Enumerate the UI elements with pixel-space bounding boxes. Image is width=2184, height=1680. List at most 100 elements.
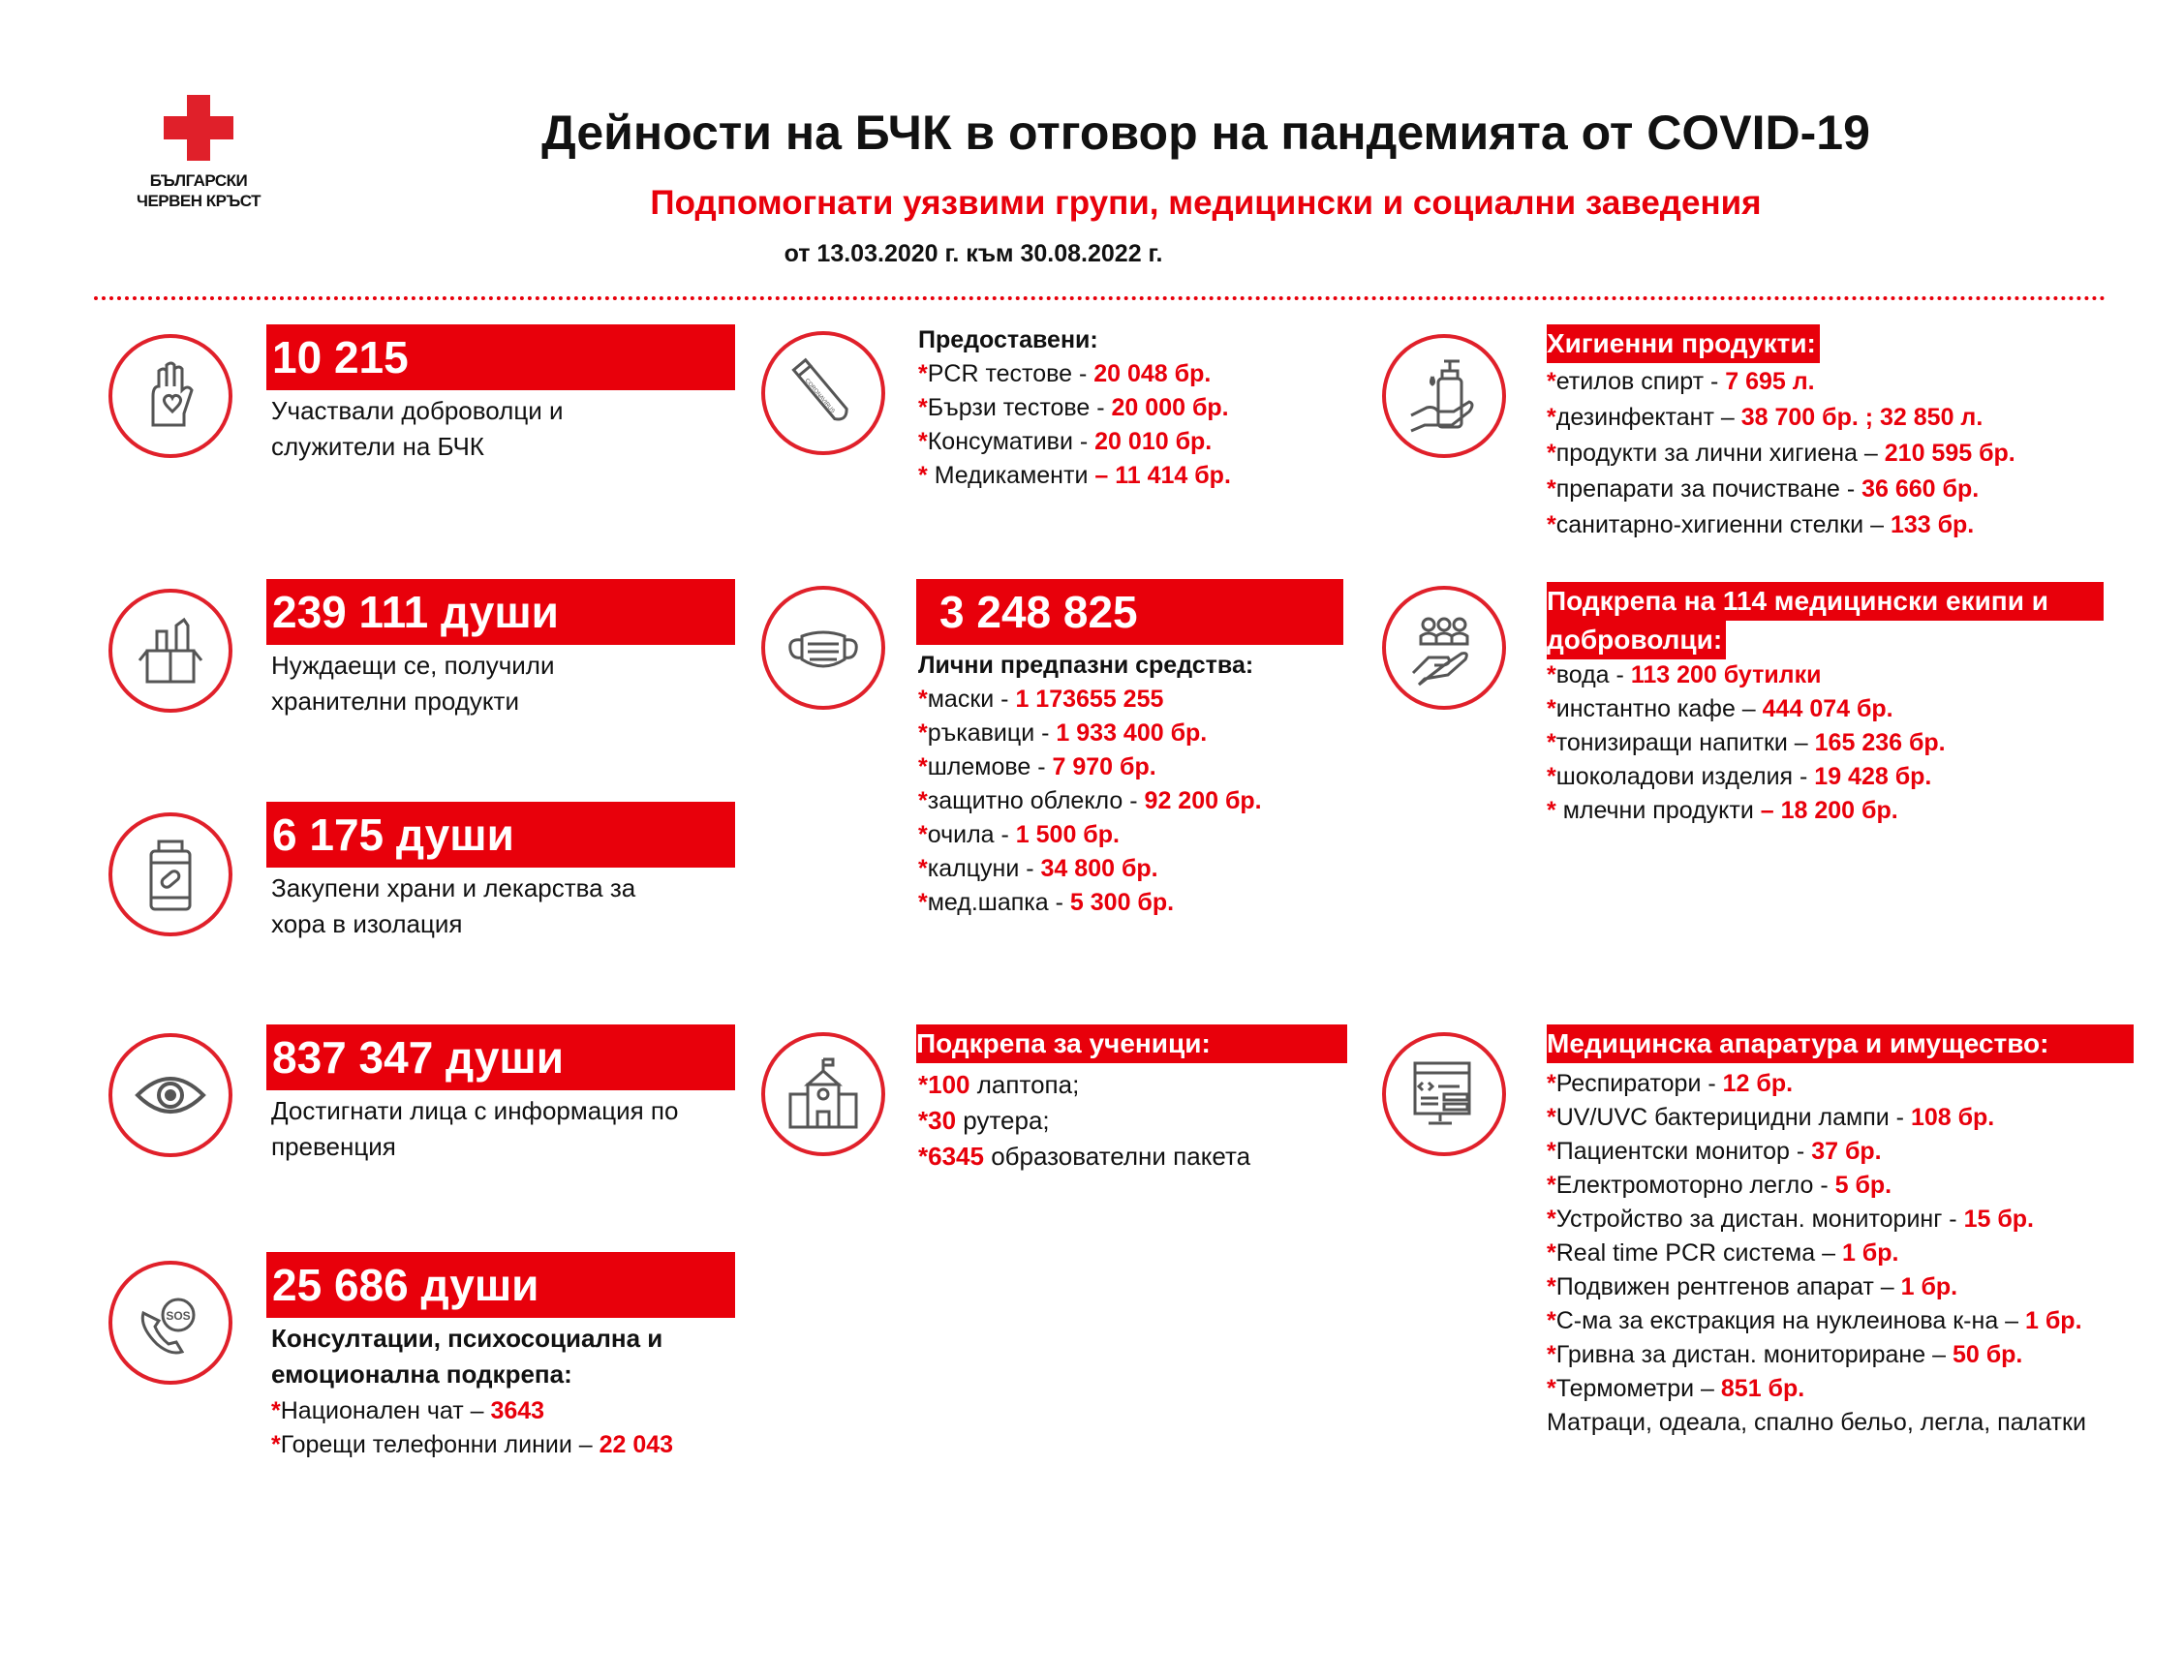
computer-monitor-icon [1382,1032,1506,1156]
item-value: 444 074 бр. [1762,695,1893,722]
list-item: *Термометри – 851 бр. [1547,1372,2086,1406]
item-value: 20 048 бр. [1093,360,1212,387]
page-subtitle: Подпомогнати уязвими групи, медицински и… [650,184,1762,222]
list-item: *Консумативи - 20 010 бр. [918,425,1231,459]
list-item: *ръкавици - 1 933 400 бр. [918,717,1262,750]
bullet-star: * [1547,1172,1556,1199]
item-label: С-ма за екстракция на нуклеинова к-на – [1555,1307,2026,1334]
school-icon [761,1032,885,1156]
item-label: препарати за почистване - [1555,475,1862,503]
bullet-star: * [1547,1307,1556,1334]
bullet-star: * [1547,763,1556,790]
item-value: 1 бр. [1900,1273,1958,1300]
item-value: 108 бр. [1910,1104,1995,1131]
list-item: *Гривна за дистан. мониториране – 50 бр. [1547,1338,2086,1372]
bullet-star: * [1547,511,1556,538]
bullet-star: * [918,753,928,780]
list-item: *шлемове - 7 970 бр. [918,750,1262,784]
date-range: от 13.03.2020 г. към 30.08.2022 г. [784,240,1163,267]
red-cross-logo-icon [164,95,233,161]
item-label: Национален чат – [280,1397,491,1424]
volunteers-number: 10 215 [266,324,735,390]
item-value: 38 700 бр. ; 32 850 л. [1740,404,1984,431]
item-value: 100 [928,1070,970,1099]
desc-line: Закупени храни и лекарства за [271,873,636,902]
teams-list: *вода - 113 200 бутилки *инстантно кафе –… [1547,658,1946,828]
item-value: 92 200 бр. [1144,787,1262,814]
bullet-star: * [918,394,928,421]
desc-line: служители на БЧК [271,432,484,461]
tests-block: Предоставени: *PCR тестове - 20 048 бр. *… [918,323,1231,493]
list-item: *Устройство за дистан. мониторинг - 15 б… [1547,1203,2086,1237]
item-label: маски - [927,686,1016,713]
bullet-star: * [918,1070,929,1099]
list-item: *Респиратори - 12 бр. [1547,1067,2086,1101]
item-label: дезинфектант – [1555,404,1741,431]
desc-line: емоционална подкрепа: [271,1359,572,1389]
item-value: 1 500 бр. [1015,821,1120,848]
item-label: Консумативи - [927,428,1095,455]
bullet-star: * [1547,695,1556,722]
item-value: 15 бр. [1963,1206,2034,1233]
students-list: *100 лаптопа; *30 рутера; *6345 образовате… [918,1067,1250,1175]
item-value: 1 173655 255 [1015,686,1164,713]
item-value: 37 бр. [1811,1138,1882,1165]
item-value: 36 660 бр. [1861,475,1980,503]
item-label: вода - [1555,661,1631,688]
item-label: рутера; [956,1106,1050,1135]
list-item: *Real time PCR система – 1 бр. [1547,1237,2086,1270]
bullet-star: * [1547,661,1556,688]
item-value: 851 бр. [1720,1375,1805,1402]
consult-list: *Национален чат – 3643 *Горещи телефонни … [271,1394,673,1462]
list-item: *6345 образователни пакета [918,1139,1250,1175]
item-label: Горещи телефонни линии – [280,1431,600,1458]
desc-line: Нуждаещи се, получили [271,651,555,680]
ppe-heading: Лични предпазни средства: [918,652,1254,679]
item-value: 113 200 бутилки [1630,661,1822,688]
hygiene-heading: Хигиенни продукти: [1547,324,1820,363]
item-value: 22 043 [599,1431,674,1458]
list-item: *Бързи тестове - 20 000 бр. [918,391,1231,425]
list-item: *дезинфектант – 38 700 бр. ; 32 850 л. [1547,400,2015,436]
bullet-star: * [918,719,928,747]
item-label: продукти за лични хигиена – [1555,440,1885,467]
ppe-number: 3 248 825 [916,579,1343,645]
item-label: Термометри – [1555,1375,1721,1402]
item-value: 1 бр. [2025,1307,2082,1334]
item-label: PCR тестове - [927,360,1094,387]
bullet-star: * [1547,404,1556,431]
item-label: мед.шапка - [927,889,1070,916]
bullet-star: * [918,686,928,713]
list-item: *маски - 1 173655 255 [918,683,1262,717]
list-item: *Електромоторно легло - 5 бр. [1547,1169,2086,1203]
bullet-star: * [918,889,928,916]
equipment-block: *Респиратори - 12 бр. * UV/UVC бактерицидн… [1547,1067,2086,1440]
bullet-star: * [1547,1239,1556,1267]
item-label: защитно облекло - [927,787,1145,814]
isolation-desc: Закупени храни и лекарства за хора в изо… [271,871,635,942]
volunteers-desc: Участвали доброволци и служители на БЧК [271,393,564,465]
item-value: 20 010 бр. [1094,428,1213,455]
prevention-desc: Достигнати лица с информация по превенци… [271,1093,678,1165]
list-item: * Медикаменти – 11 414 бр. [918,459,1231,493]
item-label: инстантно кафе – [1555,695,1763,722]
list-item: *вода - 113 200 бутилки [1547,658,1946,692]
bullet-star: * [1547,440,1556,467]
item-value: 7 970 бр. [1052,753,1156,780]
equipment-heading: Медицинска апаратура и имущество: [1547,1024,2134,1063]
item-label: UV/UVC бактерицидни лампи - [1555,1104,1911,1131]
list-item: *очила - 1 500 бр. [918,818,1262,852]
desc-line: превенция [271,1132,396,1161]
logo-line1: БЪЛГАРСКИ [149,171,248,190]
food-box-icon [108,589,232,713]
item-value: 6345 [928,1142,984,1171]
item-value: – 11 414 бр. [1094,462,1231,489]
hand-heart-icon [108,334,232,458]
list-item: *санитарно-хигиенни стелки – 133 бр. [1547,507,2015,543]
item-label: калцуни - [927,855,1041,882]
bullet-star: * [1547,1273,1556,1300]
medicine-jar-icon [108,812,232,936]
item-label: Подвижен рентгенов апарат – [1555,1273,1901,1300]
list-item: *шоколадови изделия - 19 428 бр. [1547,760,1946,794]
item-label: шоколадови изделия - [1555,763,1815,790]
